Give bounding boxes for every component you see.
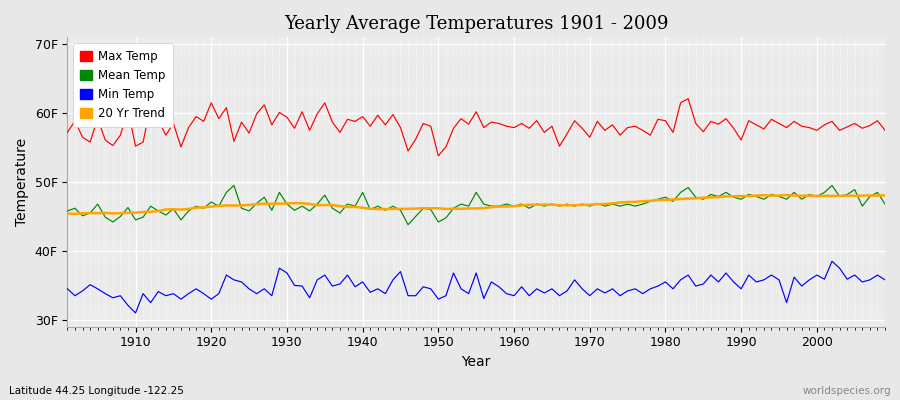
Title: Yearly Average Temperatures 1901 - 2009: Yearly Average Temperatures 1901 - 2009: [284, 15, 669, 33]
Text: Latitude 44.25 Longitude -122.25: Latitude 44.25 Longitude -122.25: [9, 386, 184, 396]
Y-axis label: Temperature: Temperature: [15, 138, 29, 226]
Text: worldspecies.org: worldspecies.org: [803, 386, 891, 396]
Legend: Max Temp, Mean Temp, Min Temp, 20 Yr Trend: Max Temp, Mean Temp, Min Temp, 20 Yr Tre…: [73, 43, 173, 127]
X-axis label: Year: Year: [462, 355, 490, 369]
